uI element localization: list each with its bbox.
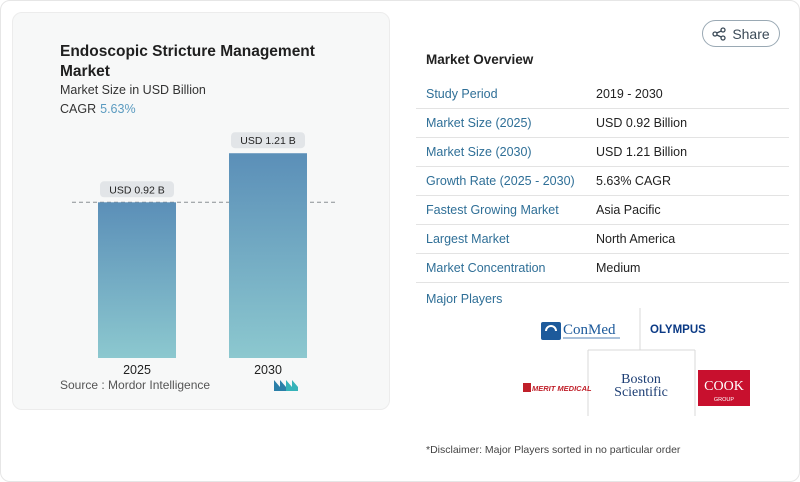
overview-row: Study Period 2019 - 2030 (416, 80, 789, 109)
overview-row-value: 5.63% CAGR (596, 174, 672, 188)
cagr-line: CAGR 5.63% (60, 102, 136, 116)
overview-row: Market Size (2030) USD 1.21 Billion (416, 138, 789, 167)
overview-row-value: 2019 - 2030 (596, 87, 663, 101)
bar-2025 (98, 202, 176, 358)
x-tick-label: 2030 (254, 363, 282, 377)
overview-row-value: North America (596, 232, 676, 246)
cagr-value: 5.63% (100, 102, 136, 116)
overview-row-value: USD 0.92 Billion (596, 116, 688, 130)
overview-row-label: Growth Rate (2025 - 2030) (426, 174, 575, 188)
chart-card (12, 12, 390, 410)
overview-row: Fastest Growing Market Asia Pacific (416, 196, 789, 225)
overview-row: Market Concentration Medium (416, 254, 789, 283)
overview-title: Market Overview (426, 52, 534, 67)
disclaimer-text: *Disclaimer: Major Players sorted in no … (426, 444, 681, 456)
overview-row-label: Largest Market (426, 232, 510, 246)
overview-row-label: Fastest Growing Market (426, 203, 559, 217)
data-label-background (100, 181, 174, 198)
overview-row-label: Market Size (2030) (426, 145, 532, 159)
overview-row-value: Medium (596, 261, 641, 275)
bar-2030 (229, 153, 307, 358)
share-button[interactable]: Share (702, 20, 780, 47)
overview-row: Largest Market North America (416, 225, 789, 254)
chart-title: Endoscopic Stricture Management Market (60, 43, 315, 80)
overview-row: Market Size (2025) USD 0.92 Billion (416, 109, 789, 138)
source-text: Source : Mordor Intelligence (60, 378, 211, 392)
overview-row-label: Study Period (426, 87, 498, 101)
major-players-label: Major Players (426, 292, 503, 306)
cagr-label: CAGR (60, 102, 97, 116)
overview-row-value: USD 1.21 Billion (596, 145, 688, 159)
share-label: Share (732, 25, 770, 42)
overview-row: Growth Rate (2025 - 2030) 5.63% CAGR (416, 167, 789, 196)
data-label: USD 1.21 B (240, 135, 295, 147)
mordor-intelligence-logo (274, 380, 298, 391)
share-icon (712, 26, 726, 41)
data-label: USD 0.92 B (109, 184, 164, 196)
overview-table: Study Period 2019 - 2030 Market Size (20… (416, 80, 789, 283)
data-label-background (231, 132, 305, 149)
chart-subtitle: Market Size in USD Billion (60, 83, 206, 97)
x-tick-label: 2025 (123, 363, 151, 377)
overview-row-label: Market Size (2025) (426, 116, 532, 130)
overview-row-label: Market Concentration (426, 261, 546, 275)
overview-row-value: Asia Pacific (596, 203, 661, 217)
bar-chart: USD 0.92 B 2025 USD 1.21 B 2030 (72, 132, 338, 377)
